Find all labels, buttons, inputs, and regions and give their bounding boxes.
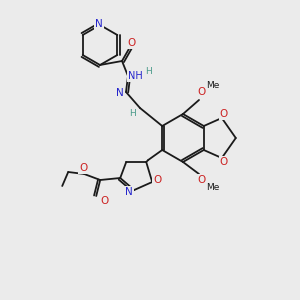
- Text: O: O: [197, 87, 205, 97]
- Text: O: O: [220, 157, 228, 167]
- Text: H: H: [145, 67, 152, 76]
- Text: O: O: [153, 175, 161, 185]
- Text: O: O: [127, 38, 135, 48]
- Text: NH: NH: [128, 71, 142, 81]
- Text: O: O: [79, 163, 87, 173]
- Text: O: O: [100, 196, 108, 206]
- Text: N: N: [95, 19, 103, 29]
- Text: Me: Me: [206, 184, 220, 193]
- Text: Me: Me: [206, 82, 220, 91]
- Text: N: N: [116, 88, 124, 98]
- Text: O: O: [197, 175, 205, 185]
- Text: O: O: [220, 109, 228, 119]
- Text: N: N: [125, 187, 133, 197]
- Text: H: H: [129, 109, 135, 118]
